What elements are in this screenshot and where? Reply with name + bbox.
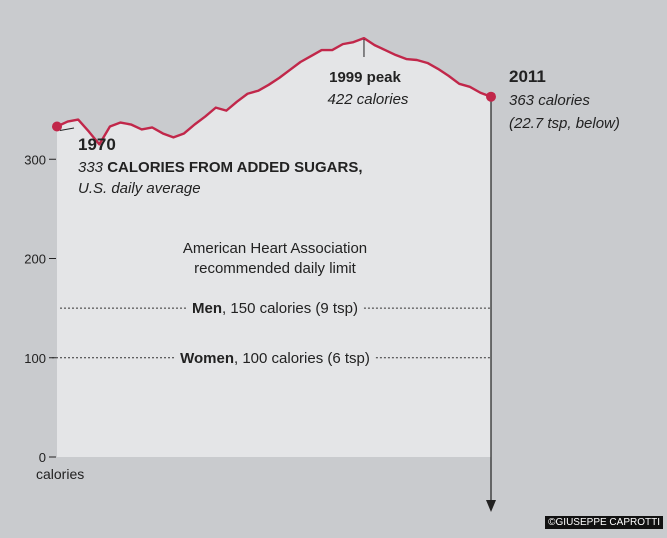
y-tick-label: 100	[24, 351, 46, 366]
reference-label-men: Men, 150 calories (9 tsp)	[192, 300, 358, 317]
peak-value: 422 calories	[328, 91, 409, 108]
reference-title-line2: recommended daily limit	[194, 260, 357, 277]
end-point-marker	[486, 91, 496, 102]
down-arrow-icon	[486, 500, 496, 512]
reference-title-line1: American Heart Association	[183, 240, 367, 257]
y-tick-label: 200	[24, 252, 46, 267]
start-value-label: 333 CALORIES FROM ADDED SUGARS,	[78, 159, 363, 176]
end-value-label: 363 calories	[509, 92, 590, 109]
start-subtitle: U.S. daily average	[78, 180, 201, 197]
end-note-label: (22.7 tsp, below)	[509, 115, 620, 132]
end-year-label: 2011	[509, 67, 546, 86]
start-point-marker	[52, 121, 62, 132]
reference-label-women: Women, 100 calories (6 tsp)	[180, 350, 370, 367]
chart-area-fill	[57, 38, 491, 457]
sugar-calories-line	[56, 36, 492, 146]
photo-credit: ©GIUSEPPE CAPROTTI	[545, 516, 663, 529]
peak-title: 1999 peak	[329, 69, 401, 86]
start-year-label: 1970	[78, 135, 116, 154]
start-leader-line	[59, 127, 75, 131]
y-tick-label: 0	[39, 450, 46, 465]
y-axis-unit-label: calories	[36, 466, 84, 482]
y-tick-label: 300	[24, 152, 46, 167]
